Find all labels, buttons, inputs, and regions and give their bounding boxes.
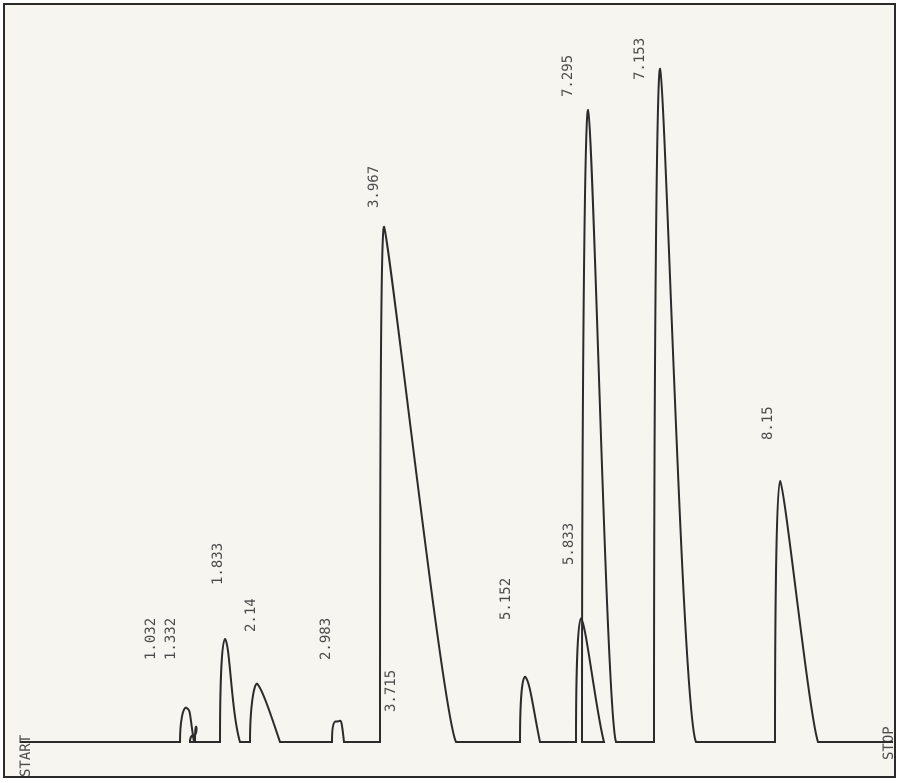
peak-label: 1.032 [143, 618, 159, 660]
peak-label: 7.153 [632, 38, 648, 80]
start-label: START [18, 734, 34, 777]
chromatogram-trace [20, 67, 893, 743]
peak-label: 1.833 [210, 543, 226, 585]
peak-label: 2.14 [243, 598, 259, 632]
peak-label: 5.152 [498, 578, 514, 620]
peak-label: 2.983 [318, 618, 334, 660]
stop-label: STOP [881, 726, 897, 760]
peak-label: 1.332 [163, 618, 179, 660]
chart-paper [3, 3, 896, 778]
peak-label: 7.295 [560, 55, 576, 97]
peak-label: 3.967 [366, 166, 382, 208]
peak-label: 3.715 [383, 670, 399, 712]
peak-label: 8.15 [760, 406, 776, 440]
peak-label: 5.833 [561, 523, 577, 565]
